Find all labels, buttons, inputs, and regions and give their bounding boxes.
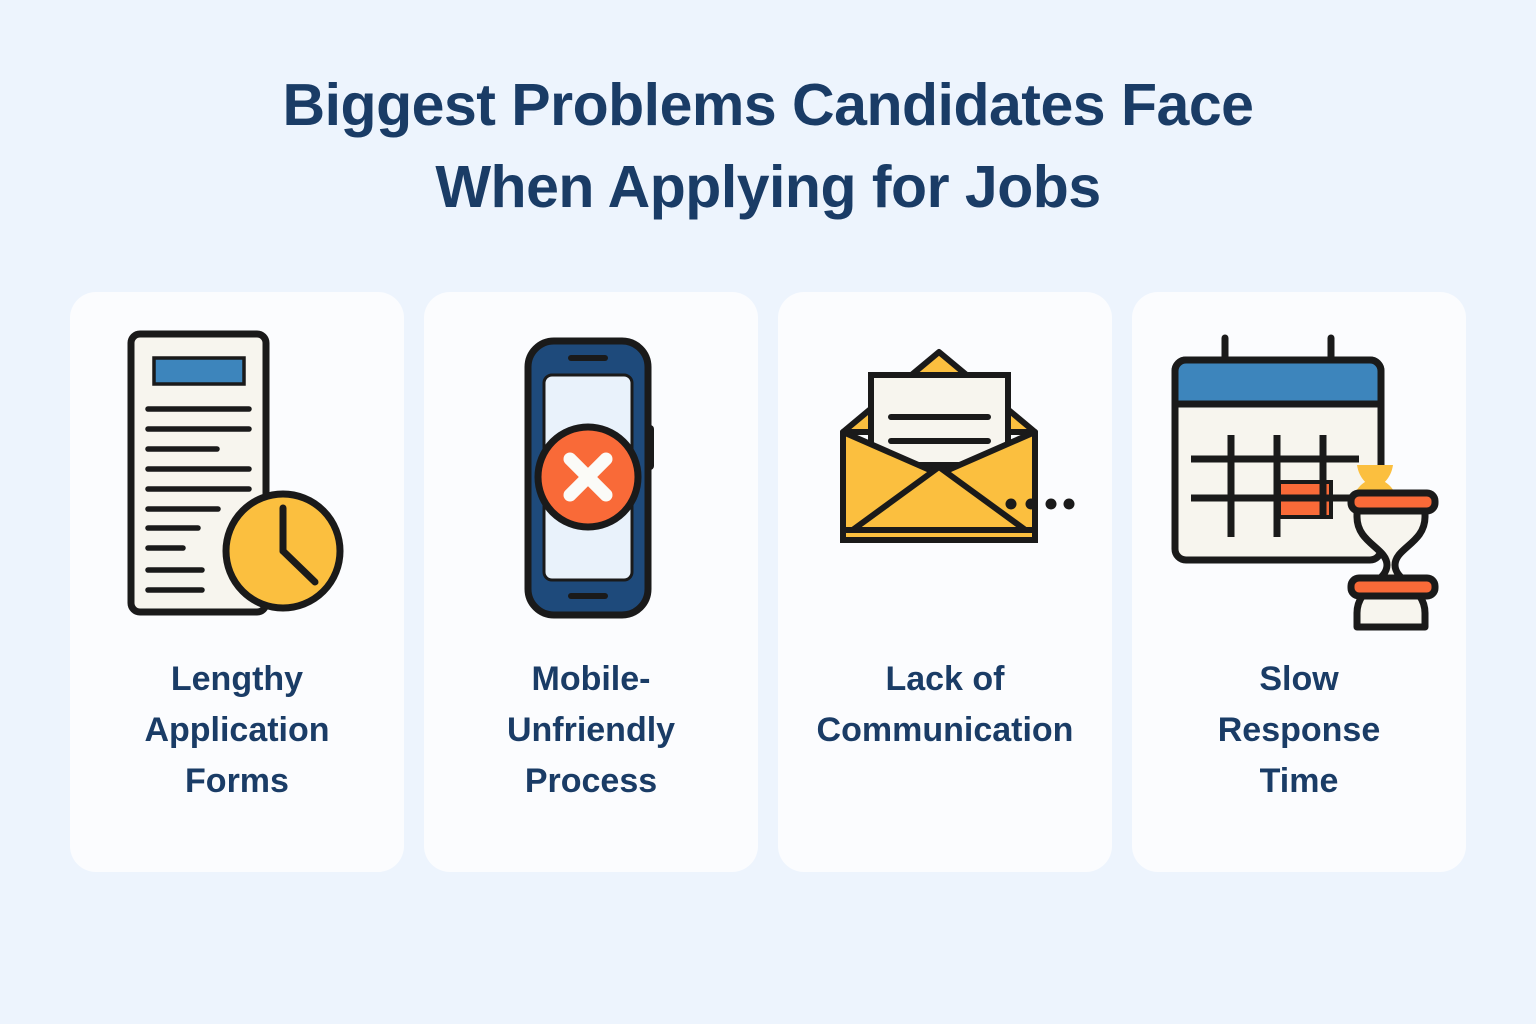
card-row: Lengthy Application Forms	[70, 292, 1466, 872]
open-envelope-icon	[840, 349, 1075, 543]
card-label: Slow Response Time	[1217, 660, 1381, 800]
card-lengthy-application-forms[interactable]: Lengthy Application Forms	[70, 292, 404, 872]
title-line-1: Biggest Problems Candidates Face	[282, 72, 1254, 138]
card-label: Mobile- Unfriendly Process	[506, 660, 676, 800]
icon-container	[778, 292, 1112, 652]
document-with-clock-icon	[127, 330, 344, 616]
calendar-hourglass-icon	[1171, 334, 1439, 631]
title-line-2: When Applying for Jobs	[435, 154, 1101, 220]
page-title: Biggest Problems Candidates Face When Ap…	[0, 64, 1536, 228]
hourglass-icon	[1347, 465, 1439, 631]
icon-container	[70, 292, 404, 652]
trailing-dots-icon	[1005, 498, 1075, 510]
mobile-phone-error-icon	[524, 337, 654, 619]
card-label: Lack of Communication	[816, 660, 1074, 749]
card-lack-of-communication[interactable]: Lack of Communication	[778, 292, 1112, 872]
card-slow-response-time[interactable]: Slow Response Time	[1132, 292, 1466, 872]
icon-container	[1132, 292, 1466, 652]
card-label: Lengthy Application Forms	[144, 660, 330, 800]
card-mobile-unfriendly-process[interactable]: Mobile- Unfriendly Process	[424, 292, 758, 872]
icon-container	[424, 292, 758, 652]
